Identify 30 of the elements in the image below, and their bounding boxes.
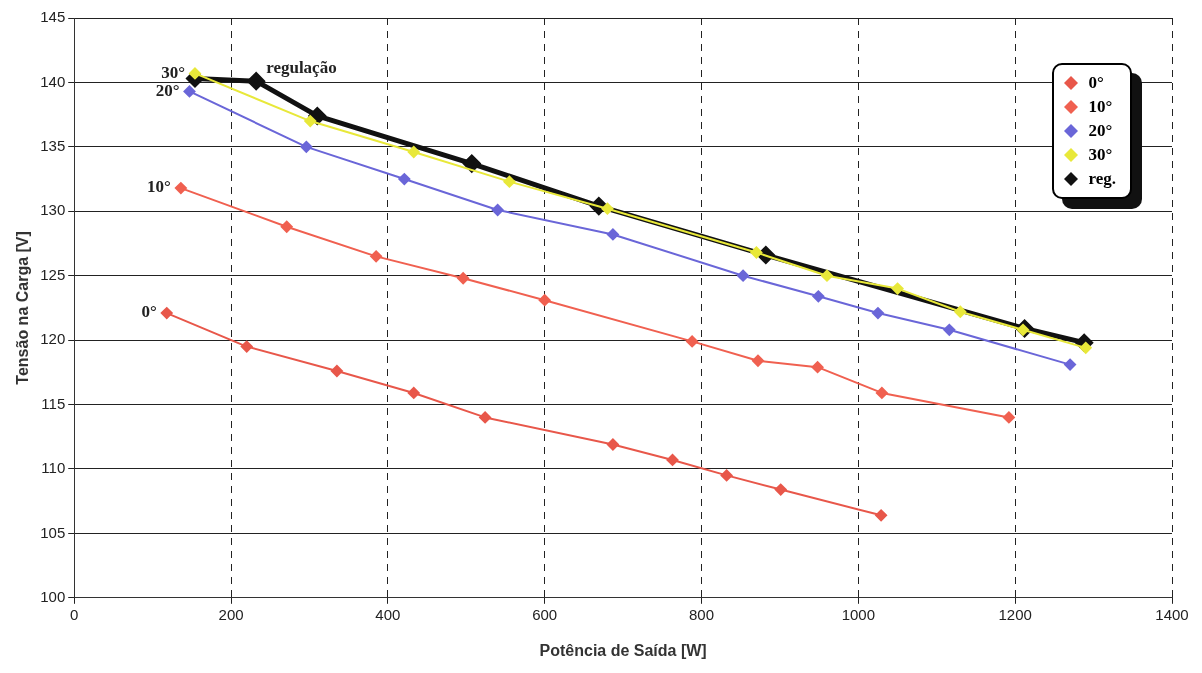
y-tick-label: 115 bbox=[41, 394, 66, 412]
legend-label: reg. bbox=[1088, 169, 1116, 189]
annotation: 10° bbox=[147, 177, 171, 197]
x-tick-label: 1400 bbox=[1155, 605, 1189, 623]
y-tick-label: 125 bbox=[40, 265, 66, 283]
x-tick-label: 200 bbox=[218, 605, 244, 623]
annotation: 30° bbox=[161, 62, 185, 82]
legend-label: 20° bbox=[1088, 121, 1113, 141]
legend-label: 10° bbox=[1088, 97, 1113, 117]
y-tick-label: 120 bbox=[40, 330, 66, 348]
x-tick-label: 400 bbox=[375, 605, 401, 623]
y-tick-label: 100 bbox=[40, 587, 66, 605]
x-tick-label: 600 bbox=[532, 605, 558, 623]
y-tick-label: 135 bbox=[40, 136, 66, 154]
y-tick-label: 145 bbox=[40, 8, 66, 26]
annotation: regulação bbox=[266, 58, 337, 78]
x-tick-label: 1000 bbox=[841, 605, 876, 623]
annotation: 0° bbox=[141, 302, 157, 322]
x-tick-label: 0 bbox=[70, 605, 79, 623]
annotation: 20° bbox=[155, 80, 180, 100]
x-axis-title: Potência de Saída [W] bbox=[539, 641, 707, 659]
y-axis-title: Tensão na Carga [V] bbox=[14, 231, 32, 385]
y-tick-label: 105 bbox=[40, 523, 66, 541]
y-tick-label: 140 bbox=[40, 72, 66, 90]
legend-label: 30° bbox=[1088, 145, 1113, 165]
y-tick-label: 110 bbox=[41, 459, 66, 477]
x-tick-label: 1200 bbox=[998, 605, 1032, 623]
y-tick-label: 130 bbox=[40, 201, 66, 219]
x-tick-label: 800 bbox=[689, 605, 715, 623]
legend-label: 0° bbox=[1088, 73, 1104, 93]
